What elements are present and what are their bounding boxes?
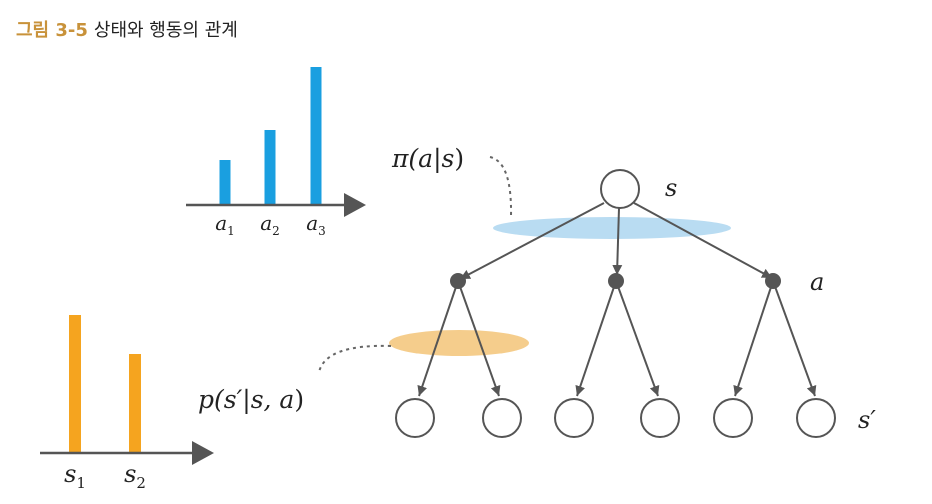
policy-leader-line	[489, 156, 513, 217]
policy-formula: π(a|s)	[391, 144, 464, 174]
next-state-node-4	[640, 398, 680, 438]
transition-formula: p(s′|s, a)	[198, 385, 304, 415]
transition-tick-label-1: s1	[64, 460, 86, 492]
edge-a1-n1	[417, 280, 459, 397]
transition-highlight	[389, 330, 529, 356]
transition-tick-label-2: s2	[124, 460, 146, 492]
next-state-node-2	[482, 398, 522, 438]
next-state-node-3	[554, 398, 594, 438]
transition-bar-1	[69, 315, 81, 453]
edge-a3-n5	[733, 280, 774, 397]
action-node-1	[450, 273, 466, 289]
figure-caption: 그림 3-5 상태와 행동의 관계	[16, 16, 238, 42]
action-node-2	[608, 273, 624, 289]
figure-number: 그림 3-5	[16, 20, 88, 41]
edge-s-a3	[633, 202, 773, 279]
edge-s-a2	[612, 207, 623, 276]
transition-formula-suffix: )	[294, 385, 304, 414]
transition-leader-line	[318, 344, 392, 373]
policy-tick-label-3: a3	[306, 211, 326, 238]
edge-s-a1	[459, 202, 605, 280]
policy-bar-3	[310, 67, 322, 205]
policy-formula-prefix: π(a	[391, 144, 433, 173]
policy-bar-2	[264, 130, 276, 205]
edge-a2-n3	[575, 280, 617, 397]
policy-formula-suffix: )	[454, 144, 464, 173]
edge-a2-n4	[615, 280, 660, 397]
policy-tick-label-1: a1	[215, 211, 235, 238]
policy-axis-arrowhead	[344, 193, 366, 217]
next-state-node-6	[796, 398, 836, 438]
state-label: s	[665, 174, 677, 202]
transition-chart: s1 s2	[40, 315, 214, 492]
action-label: a	[810, 268, 824, 296]
edge-a1-n2	[457, 280, 501, 397]
next-state-node-1	[395, 398, 435, 438]
edge-a3-n6	[772, 280, 817, 397]
transition-formula-condition: |s, a	[242, 385, 294, 415]
next-state-label: s′	[858, 406, 876, 434]
transition-axis-arrowhead	[192, 441, 214, 465]
policy-bar-1	[219, 160, 231, 205]
next-state-node-5	[713, 398, 753, 438]
transition-bar-2	[129, 354, 141, 453]
state-node	[600, 169, 640, 209]
figure-title: 상태와 행동의 관계	[93, 20, 238, 41]
transition-formula-prefix: p(s′	[198, 385, 243, 414]
policy-formula-condition: |s	[433, 144, 454, 174]
action-node-3	[765, 273, 781, 289]
policy-chart: a1 a2 a3	[186, 67, 366, 238]
policy-tick-label-2: a2	[260, 211, 280, 238]
